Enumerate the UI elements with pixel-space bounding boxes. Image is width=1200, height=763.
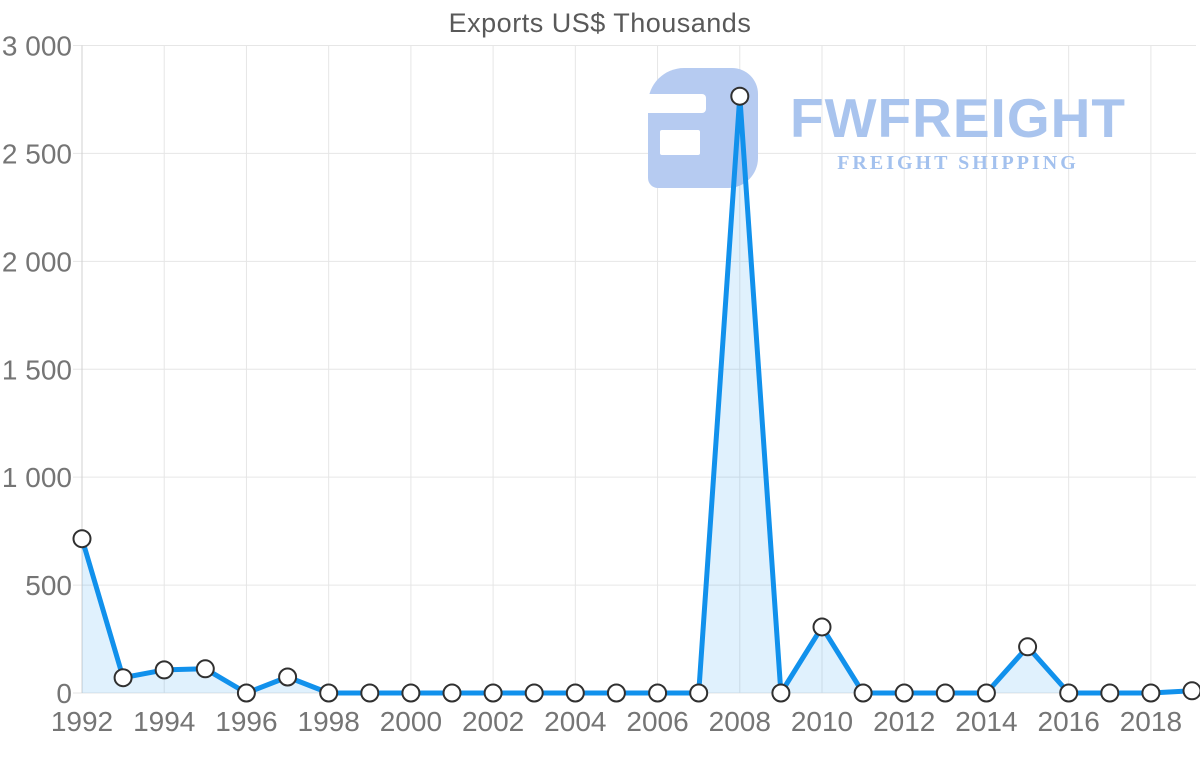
data-point-2003[interactable] xyxy=(524,683,544,703)
y-tick-label: 2 500 xyxy=(2,138,72,169)
data-point-2004[interactable] xyxy=(565,683,585,703)
chart-title: Exports US$ Thousands xyxy=(448,8,752,38)
data-point-2009[interactable] xyxy=(771,683,791,703)
x-tick-label: 1996 xyxy=(215,706,277,737)
x-tick-label: 1998 xyxy=(298,706,360,737)
data-point-2014[interactable] xyxy=(976,683,996,703)
watermark-text-block: FWFREIGHT FREIGHT SHIPPING xyxy=(768,88,1148,175)
data-point-2007[interactable] xyxy=(689,683,709,703)
x-tick-label: 2016 xyxy=(1038,706,1100,737)
data-point-1997[interactable] xyxy=(278,667,298,687)
data-point-2016[interactable] xyxy=(1059,683,1079,703)
data-point-2019[interactable] xyxy=(1182,681,1200,701)
data-point-1999[interactable] xyxy=(360,683,380,703)
x-tick-label: 2018 xyxy=(1120,706,1182,737)
watermark-sub-text: FREIGHT SHIPPING xyxy=(837,152,1079,174)
x-tick-label: 1994 xyxy=(133,706,195,737)
data-point-1993[interactable] xyxy=(113,668,133,688)
data-point-1992[interactable] xyxy=(72,529,92,549)
logo-bar-middle xyxy=(660,130,700,155)
data-point-2006[interactable] xyxy=(648,683,668,703)
data-point-1994[interactable] xyxy=(154,660,174,680)
series-area xyxy=(82,96,1192,693)
x-tick-label: 1992 xyxy=(51,706,113,737)
data-point-2010[interactable] xyxy=(812,617,832,637)
x-tick-label: 2008 xyxy=(709,706,771,737)
data-point-2017[interactable] xyxy=(1100,683,1120,703)
data-point-2005[interactable] xyxy=(606,683,626,703)
x-tick-label: 2012 xyxy=(873,706,935,737)
y-tick-label: 1 000 xyxy=(2,462,72,493)
data-point-2002[interactable] xyxy=(483,683,503,703)
x-tick-label: 2006 xyxy=(626,706,688,737)
y-tick-label: 3 000 xyxy=(2,31,72,62)
y-tick-label: 1 500 xyxy=(2,354,72,385)
x-tick-label: 2004 xyxy=(544,706,606,737)
x-tick-label: 2014 xyxy=(955,706,1017,737)
data-point-1998[interactable] xyxy=(319,683,339,703)
data-point-2018[interactable] xyxy=(1141,683,1161,703)
x-tick-label: 2010 xyxy=(791,706,853,737)
series-line xyxy=(79,93,1195,696)
data-point-2008[interactable] xyxy=(730,86,750,106)
data-point-2012[interactable] xyxy=(894,683,914,703)
y-tick-label: 500 xyxy=(25,570,72,601)
logo-bar-top xyxy=(648,94,706,113)
y-tick-label: 0 xyxy=(56,678,72,709)
data-point-2001[interactable] xyxy=(442,683,462,703)
x-tick-label: 2000 xyxy=(380,706,442,737)
x-tick-label: 2002 xyxy=(462,706,524,737)
watermark-brand-text: FWFREIGHT xyxy=(790,87,1126,149)
data-point-2015[interactable] xyxy=(1018,637,1038,657)
data-point-2000[interactable] xyxy=(401,683,421,703)
data-point-2011[interactable] xyxy=(853,683,873,703)
data-point-1996[interactable] xyxy=(236,683,256,703)
data-point-2013[interactable] xyxy=(935,683,955,703)
data-point-1995[interactable] xyxy=(195,659,215,679)
y-tick-label: 2 000 xyxy=(2,246,72,277)
